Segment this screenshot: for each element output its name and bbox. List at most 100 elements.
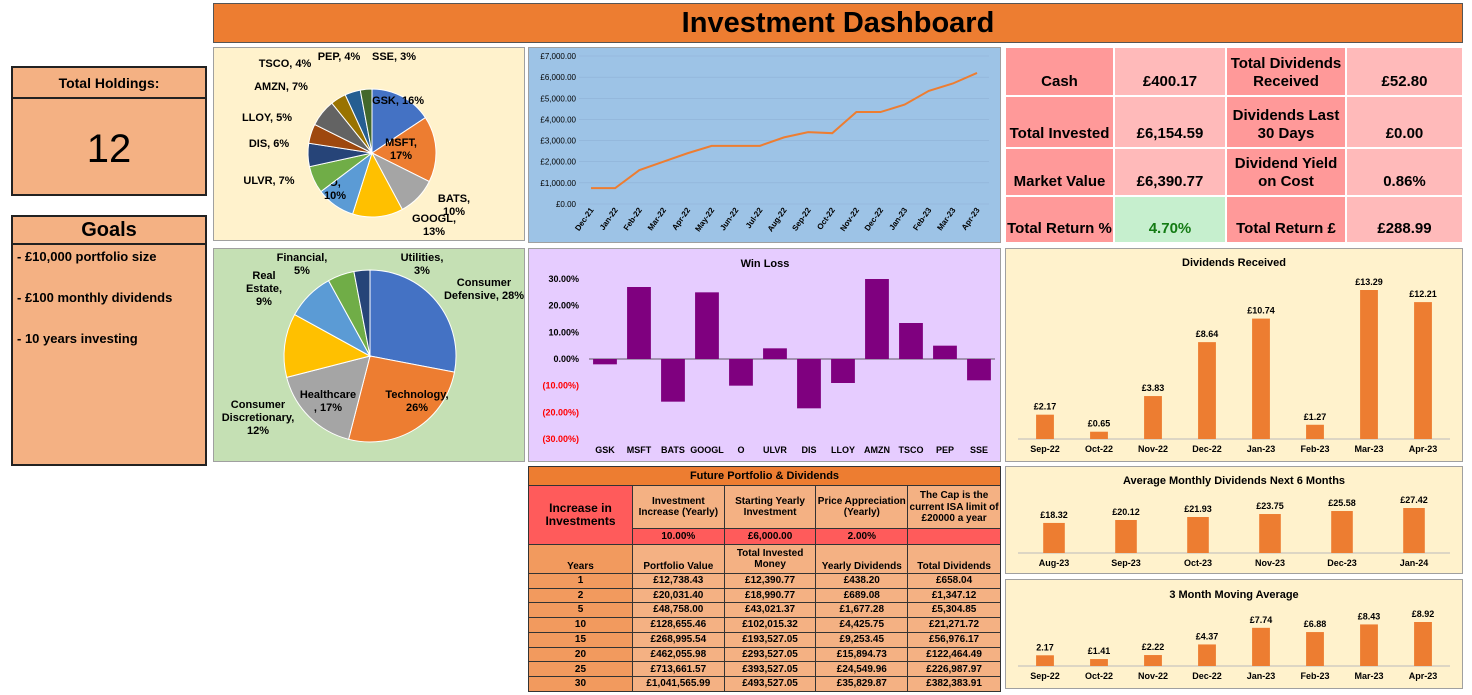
x-tick-label: Mar-22 [646, 206, 668, 233]
x-tick-label: PEP [936, 445, 954, 455]
total-invested-value: £6,154.59 [1114, 96, 1226, 148]
projection-title: Future Portfolio & Dividends [528, 465, 1001, 487]
market-value-label: Market Value [1005, 148, 1114, 196]
holdings-pie-chart: GSK, 16% MSFT, 17% BATS, 10% GOOGL, 13% O, 10% UL… [213, 47, 525, 241]
win-loss-chart: Win Loss 30.00% 20.00% 10.00% 0.00% (10.00%) (… [528, 248, 1001, 462]
x-tick-label: Jul-22 [744, 206, 765, 231]
table-cell: £382,383.91 [907, 676, 1001, 692]
bar [1198, 644, 1216, 666]
x-tick-label: Sep-22 [1030, 671, 1060, 681]
param-value: 2.00% [815, 528, 909, 546]
pie-label: Defensive, 28% [444, 290, 524, 302]
x-tick-label: Feb-23 [1300, 444, 1329, 454]
pie-label: Consumer [457, 277, 512, 289]
pie-label: Estate, [246, 283, 282, 295]
x-tick-label: Aug-22 [766, 206, 789, 234]
pie-label: 10% [324, 190, 346, 202]
goal-item: - 10 years investing [17, 331, 138, 346]
bar [695, 292, 719, 359]
table-cell: £35,829.87 [815, 676, 909, 692]
bar [1252, 318, 1270, 439]
x-tick-label: LLOY [831, 445, 855, 455]
moving-average-svg: 3 Month Moving Average 2.17 Sep-22 £1.41 Oct… [1018, 589, 1450, 681]
table-cell: £393,527.05 [723, 661, 817, 678]
table-cell: £226,987.97 [907, 661, 1001, 678]
x-tick-label: Oct-23 [1184, 558, 1212, 568]
x-tick-label: Apr-23 [1409, 444, 1438, 454]
x-tick-label: O [737, 445, 744, 455]
table-header: Total Invested Money [723, 544, 817, 574]
data-label: £0.65 [1088, 419, 1111, 429]
x-tick-label: Dec-22 [1192, 671, 1222, 681]
chart-title: Win Loss [741, 258, 790, 270]
y-tick-label: £7,000.00 [540, 52, 576, 61]
pie-label: Discretionary, [222, 412, 295, 424]
future-portfolio-table: Future Portfolio & Dividends Increase in… [528, 465, 1001, 692]
bar [797, 359, 821, 409]
data-label: £25.58 [1328, 498, 1356, 508]
total-dividends-label: Total Dividends Received [1226, 47, 1346, 96]
pie-label: GSK, 16% [372, 95, 424, 107]
total-invested-label: Total Invested [1005, 96, 1114, 148]
total-holdings-value: 12 [86, 127, 132, 171]
dividends-30-days-label: Dividends Last 30 Days [1226, 96, 1346, 148]
table-header: Total Dividends [907, 544, 1001, 574]
chart-title: Average Monthly Dividends Next 6 Months [1123, 475, 1345, 487]
y-tick-label: 10.00% [548, 327, 579, 337]
pie-label: 12% [247, 425, 269, 437]
series-line [591, 71, 978, 190]
total-return-gbp-label: Total Return £ [1226, 196, 1346, 243]
holdings-pie-svg: GSK, 16%MSFT,17%BATS,10%GOOGL,13%O,10%UL… [242, 51, 470, 238]
table-header: Portfolio Value [631, 544, 725, 574]
pie-slice [369, 269, 457, 373]
bar [1144, 655, 1162, 666]
cash-value: £400.17 [1114, 47, 1226, 96]
pie-label: 10% [443, 206, 465, 218]
dividend-yield-label: Dividend Yield on Cost [1226, 148, 1346, 196]
x-tick-label: Nov-23 [1255, 558, 1285, 568]
data-label: £27.42 [1400, 495, 1428, 505]
data-label: £6.88 [1304, 619, 1327, 629]
pie-label: SSE, 3% [372, 51, 416, 63]
data-label: 2.17 [1036, 642, 1054, 652]
pie-label: 26% [406, 402, 428, 414]
table-cell: £48,758.00 [631, 602, 725, 619]
x-tick-label: Dec-22 [863, 206, 886, 233]
bar [593, 359, 617, 365]
stats-grid: Cash £400.17 Total Dividends Received £5… [1005, 47, 1463, 243]
x-tick-label: Feb-23 [1300, 671, 1329, 681]
x-tick-label: Apr-23 [960, 206, 982, 232]
pie-label: Utilities, [401, 252, 444, 264]
table-row: 30 £1,041,565.99 £493,527.05 £35,829.87 £382… [528, 676, 1001, 692]
table-cell: £20,031.40 [631, 587, 725, 604]
total-return-gbp-value: £288.99 [1346, 196, 1463, 243]
x-tick-label: Jan-23 [1247, 671, 1276, 681]
param-value [907, 528, 1001, 546]
x-tick-label: Jun-22 [718, 206, 740, 233]
table-cell: 2 [528, 587, 633, 604]
data-label: £23.75 [1256, 501, 1284, 511]
table-row: 2 £20,031.40 £18,990.77 £689.08 £1,347.12 [528, 587, 1001, 604]
market-value-value: £6,390.77 [1114, 148, 1226, 196]
table-header: Years [528, 544, 633, 574]
y-tick-label: £6,000.00 [540, 73, 576, 82]
data-label: £21.93 [1184, 504, 1212, 514]
pie-slice [371, 88, 427, 154]
table-cell: £43,021.37 [723, 602, 817, 619]
total-return-pct-label: Total Return % [1005, 196, 1114, 243]
bar [831, 359, 855, 383]
table-row: 20 £462,055.98 £293,527.05 £15,894.73 £122,4… [528, 646, 1001, 663]
y-tick-label: £4,000.00 [540, 115, 576, 124]
pie-label: 5% [294, 265, 310, 277]
pie-label: TSCO, 4% [259, 58, 312, 70]
y-tick-label: £3,000.00 [540, 137, 576, 146]
pie-label: DIS, 6% [249, 138, 290, 150]
table-cell: 5 [528, 602, 633, 619]
x-tick-label: Feb-23 [911, 206, 933, 233]
bar [1331, 511, 1353, 553]
x-tick-label: Oct-22 [815, 206, 837, 232]
bar [1090, 659, 1108, 666]
table-cell: £658.04 [907, 572, 1001, 589]
table-row: 5 £48,758.00 £43,021.37 £1,677.28 £5,304.85 [528, 602, 1001, 619]
data-label: £20.12 [1112, 507, 1140, 517]
